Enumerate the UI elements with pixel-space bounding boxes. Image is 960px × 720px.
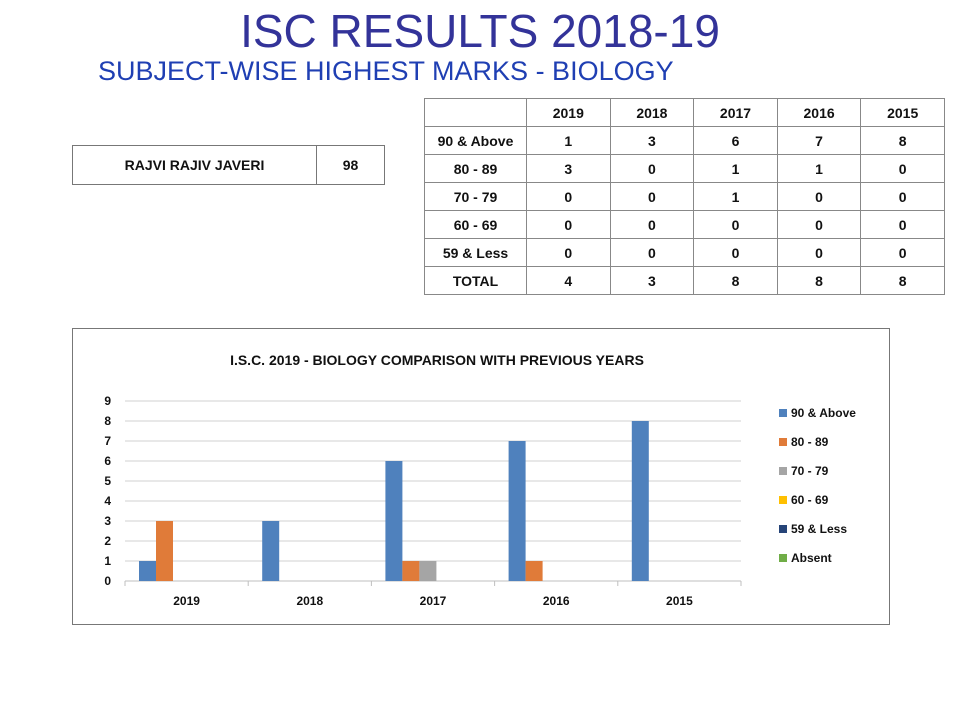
legend-label: 59 & Less [791, 522, 847, 536]
stats-col-header: 2016 [776, 98, 862, 127]
x-tick-label: 2017 [420, 594, 447, 608]
bar [385, 461, 403, 581]
stats-cell: 0 [693, 238, 778, 267]
legend-swatch [779, 496, 787, 504]
stats-row: 80 - 89 3 0 1 1 0 [424, 154, 945, 183]
chart-title: I.S.C. 2019 - BIOLOGY COMPARISON WITH PR… [230, 352, 644, 368]
bar [631, 421, 649, 581]
stats-row-label: 59 & Less [424, 238, 527, 267]
stats-table: 2019 2018 2017 2016 2015 90 & Above 1 3 … [424, 98, 945, 295]
y-tick-label: 1 [104, 554, 111, 568]
bar [262, 521, 280, 581]
x-tick-label: 2015 [666, 594, 693, 608]
stats-row: 90 & Above 1 3 6 7 8 [424, 126, 945, 155]
page-subtitle: SUBJECT-WISE HIGHEST MARKS - BIOLOGY [98, 56, 674, 86]
stats-col-header: 2019 [526, 98, 611, 127]
y-tick-label: 7 [104, 434, 111, 448]
stats-col-header: 2017 [693, 98, 778, 127]
stats-row-label: 60 - 69 [424, 210, 527, 239]
stats-cell: 4 [526, 266, 611, 295]
stats-cell: 1 [776, 154, 862, 183]
stats-cell: 0 [776, 210, 862, 239]
legend-label: 60 - 69 [791, 493, 829, 507]
topper-name: RAJVI RAJIV JAVERI [72, 145, 317, 185]
stats-cell: 0 [526, 238, 611, 267]
stats-row-label: TOTAL [424, 266, 527, 295]
stats-cell: 0 [693, 210, 778, 239]
stats-cell: 0 [776, 238, 862, 267]
stats-row: 59 & Less 0 0 0 0 0 [424, 238, 945, 267]
y-tick-label: 0 [104, 574, 111, 588]
stats-total-row: TOTAL 4 3 8 8 8 [424, 266, 945, 295]
bar [419, 561, 437, 581]
stats-cell: 0 [860, 182, 945, 211]
stats-row-label: 90 & Above [424, 126, 527, 155]
x-tick-label: 2019 [173, 594, 200, 608]
legend-swatch [779, 409, 787, 417]
stats-cell: 3 [609, 126, 695, 155]
legend-swatch [779, 438, 787, 446]
y-tick-label: 3 [104, 514, 111, 528]
stats-cell: 0 [609, 182, 695, 211]
x-tick-label: 2016 [543, 594, 570, 608]
bar [156, 521, 173, 581]
stats-cell: 0 [526, 210, 611, 239]
stats-row-label: 70 - 79 [424, 182, 527, 211]
stats-cell: 0 [776, 182, 862, 211]
stats-header-row: 2019 2018 2017 2016 2015 [424, 98, 945, 127]
topper-table: RAJVI RAJIV JAVERI 98 [72, 145, 385, 185]
legend-label: 90 & Above [791, 406, 856, 420]
bar [508, 441, 526, 581]
stats-corner-cell [424, 98, 527, 127]
topper-row: RAJVI RAJIV JAVERI 98 [72, 145, 385, 185]
bar [139, 561, 156, 581]
stats-cell: 1 [693, 182, 778, 211]
y-tick-label: 6 [104, 454, 111, 468]
stats-row: 70 - 79 0 0 1 0 0 [424, 182, 945, 211]
stats-cell: 0 [860, 210, 945, 239]
stats-cell: 0 [860, 238, 945, 267]
y-tick-label: 2 [104, 534, 111, 548]
chart-frame: I.S.C. 2019 - BIOLOGY COMPARISON WITH PR… [72, 328, 890, 625]
x-tick-label: 2018 [296, 594, 323, 608]
stats-cell: 8 [860, 126, 945, 155]
stats-row: 60 - 69 0 0 0 0 0 [424, 210, 945, 239]
legend-swatch [779, 554, 787, 562]
legend-label: 80 - 89 [791, 435, 829, 449]
stats-cell: 8 [860, 266, 945, 295]
stats-cell: 3 [526, 154, 611, 183]
y-tick-label: 8 [104, 414, 111, 428]
stats-cell: 8 [776, 266, 862, 295]
bar-chart: I.S.C. 2019 - BIOLOGY COMPARISON WITH PR… [104, 352, 856, 608]
stats-col-header: 2015 [860, 98, 945, 127]
stats-cell: 3 [609, 266, 695, 295]
y-tick-label: 5 [104, 474, 111, 488]
stats-col-header: 2018 [609, 98, 695, 127]
stats-cell: 0 [860, 154, 945, 183]
stats-cell: 0 [609, 154, 695, 183]
stats-cell: 6 [693, 126, 778, 155]
y-tick-label: 9 [104, 394, 111, 408]
stats-cell: 1 [693, 154, 778, 183]
topper-marks: 98 [316, 145, 385, 185]
stats-cell: 0 [609, 238, 695, 267]
page-title: ISC RESULTS 2018-19 [240, 5, 720, 57]
stats-row-label: 80 - 89 [424, 154, 527, 183]
stats-cell: 7 [776, 126, 862, 155]
legend-label: 70 - 79 [791, 464, 829, 478]
legend-label: Absent [791, 551, 832, 565]
bar [402, 561, 420, 581]
stats-cell: 8 [693, 266, 778, 295]
legend-swatch [779, 467, 787, 475]
stats-cell: 1 [526, 126, 611, 155]
y-tick-label: 4 [104, 494, 111, 508]
stats-cell: 0 [526, 182, 611, 211]
bar [525, 561, 543, 581]
stats-cell: 0 [609, 210, 695, 239]
legend-swatch [779, 525, 787, 533]
